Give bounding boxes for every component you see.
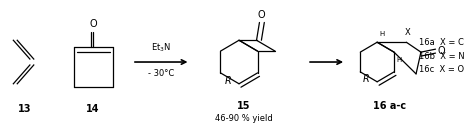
Text: O: O: [257, 10, 265, 20]
Text: 46-90 % yield: 46-90 % yield: [215, 114, 273, 123]
Text: - 30°C: - 30°C: [148, 69, 174, 78]
Text: R: R: [225, 76, 231, 86]
Text: H: H: [396, 57, 401, 63]
Text: 16 a-c: 16 a-c: [373, 101, 406, 112]
Text: R: R: [363, 74, 369, 84]
Text: 16c  X = O: 16c X = O: [419, 65, 464, 74]
Text: H: H: [379, 31, 384, 37]
Text: 15: 15: [237, 101, 251, 112]
Text: O: O: [438, 46, 445, 56]
Text: 16a  X = C: 16a X = C: [419, 38, 464, 47]
Text: 14: 14: [86, 104, 100, 114]
Text: X: X: [404, 28, 410, 37]
Text: 13: 13: [18, 104, 32, 114]
Text: 16b  X = N: 16b X = N: [419, 52, 465, 61]
Text: O: O: [89, 19, 97, 29]
Text: Et$_3$N: Et$_3$N: [151, 42, 171, 54]
